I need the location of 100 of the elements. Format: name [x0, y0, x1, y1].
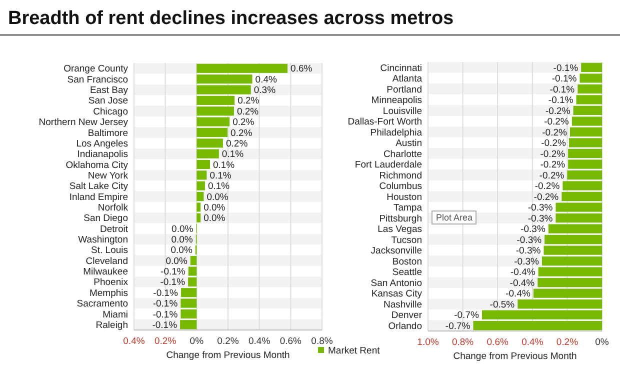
- data-label: -0.4%: [510, 278, 536, 289]
- y-tick-label: Oklahoma City: [66, 160, 128, 171]
- data-label: -0.2%: [545, 106, 571, 117]
- data-label: -0.4%: [510, 267, 536, 278]
- data-label: -0.1%: [160, 277, 186, 288]
- y-tick-label: San Diego: [84, 213, 128, 224]
- y-tick-label: San Antonio: [370, 278, 422, 289]
- y-tick-label: St. Louis: [91, 245, 128, 256]
- y-tick-label: Louisville: [382, 106, 422, 117]
- y-tick-label: Inland Empire: [69, 192, 128, 203]
- x-tick-label: 1.0%: [417, 337, 440, 348]
- data-label: -0.3%: [520, 224, 546, 236]
- data-label: 0.0%: [204, 202, 226, 214]
- data-label: 0.0%: [206, 192, 229, 203]
- data-label: 0.0%: [172, 224, 194, 235]
- y-tick-label: Orlando: [388, 320, 422, 332]
- y-tick-label: Philadelphia: [370, 127, 423, 138]
- y-tick-label: New York: [88, 170, 128, 182]
- x-tick-label: 0.6%: [280, 336, 302, 347]
- data-label: -0.3%: [528, 213, 554, 224]
- x-tick-label: 0.2%: [154, 336, 177, 347]
- data-label: 0.2%: [226, 138, 248, 150]
- y-tick-label: Tampa: [393, 202, 423, 214]
- data-label: -0.1%: [552, 74, 578, 85]
- x-axis-title: Change from Previous Month: [166, 350, 290, 361]
- x-tick-label: 0%: [190, 336, 204, 347]
- data-label: 0.1%: [210, 170, 232, 182]
- data-label: 0.3%: [254, 85, 276, 96]
- data-label: -0.2%: [544, 116, 570, 128]
- data-label: 0.2%: [230, 128, 253, 139]
- y-tick-label: Denver: [391, 310, 422, 322]
- data-label: -0.2%: [540, 148, 566, 160]
- data-label: 0.0%: [204, 213, 226, 224]
- y-tick-label: Cleveland: [86, 256, 128, 267]
- annotation: Plot Area: [436, 212, 473, 223]
- y-tick-label: Cincinnati: [380, 62, 422, 74]
- data-label: 0.2%: [238, 96, 260, 107]
- data-label: -0.4%: [506, 288, 531, 300]
- data-label: -0.2%: [542, 127, 568, 138]
- data-label: -0.2%: [540, 160, 566, 171]
- y-tick-label: East Bay: [90, 85, 128, 96]
- data-label: -0.1%: [548, 95, 574, 106]
- y-tick-label: Milwaukee: [83, 266, 128, 278]
- y-tick-label: Nashville: [383, 299, 422, 310]
- data-label: 0.0%: [170, 245, 193, 256]
- data-label: -0.2%: [539, 170, 565, 182]
- data-label: -0.1%: [553, 62, 579, 74]
- data-label: -0.1%: [153, 288, 179, 299]
- y-tick-label: Raleigh: [96, 320, 128, 331]
- data-label: -0.2%: [534, 192, 560, 203]
- y-tick-label: Kansas City: [371, 288, 422, 300]
- x-tick-label: 0.2%: [217, 336, 240, 347]
- y-tick-label: Richmond: [379, 170, 422, 182]
- y-tick-label: Pittsburgh: [379, 213, 422, 224]
- x-tick-label: 0.8%: [452, 337, 474, 348]
- data-label: -0.3%: [516, 246, 542, 257]
- data-label: 0.1%: [222, 149, 244, 160]
- data-label: 0.0%: [166, 256, 188, 267]
- data-label: -0.3%: [514, 256, 540, 268]
- data-label: -0.2%: [534, 181, 560, 192]
- y-tick-label: Memphis: [89, 288, 128, 299]
- y-tick-label: San Francisco: [67, 74, 128, 86]
- y-tick-label: Sacramento: [76, 298, 128, 310]
- data-label: -0.1%: [152, 309, 178, 320]
- y-tick-label: Columbus: [379, 181, 422, 192]
- data-label: -0.3%: [516, 234, 542, 246]
- chart-title: Breadth of rent declines increases across metros: [8, 8, 454, 29]
- data-label: -0.1%: [550, 84, 576, 96]
- y-tick-label: Portland: [386, 84, 422, 96]
- data-label: -0.1%: [152, 320, 178, 331]
- y-tick-label: San Jose: [88, 96, 128, 107]
- y-tick-label: Northern New Jersey: [38, 117, 128, 128]
- x-tick-label: 0%: [595, 337, 610, 348]
- y-tick-label: Norfolk: [98, 202, 128, 214]
- y-tick-label: Chicago: [93, 106, 128, 118]
- y-tick-label: Washington: [78, 234, 128, 246]
- y-tick-label: Seattle: [392, 267, 422, 278]
- legend-label: Market Rent: [328, 345, 380, 356]
- y-tick-label: Charlotte: [383, 148, 422, 160]
- data-label: -0.1%: [152, 298, 178, 310]
- x-tick-label: 0.4%: [123, 336, 146, 347]
- data-label: -0.3%: [528, 202, 554, 214]
- y-tick-label: Boston: [392, 256, 422, 268]
- y-tick-label: Atlanta: [392, 74, 423, 85]
- y-tick-label: Fort Lauderdale: [354, 160, 422, 171]
- data-label: 0.0%: [171, 234, 194, 246]
- y-tick-label: Phoenix: [94, 277, 128, 288]
- data-label: 0.2%: [236, 106, 260, 118]
- x-tick-label: 0.2%: [556, 337, 579, 348]
- data-label: 0.6%: [290, 64, 313, 75]
- data-label: -0.7%: [454, 310, 480, 322]
- data-label: -0.1%: [160, 266, 186, 278]
- x-tick-label: 0.6%: [486, 337, 509, 348]
- data-label: 0.2%: [232, 117, 255, 128]
- y-tick-label: Orange County: [64, 64, 128, 75]
- y-tick-label: Salt Lake City: [69, 181, 128, 192]
- data-label: 0.1%: [208, 181, 230, 192]
- data-label: 0.4%: [255, 74, 278, 86]
- y-tick-label: Las Vegas: [378, 224, 422, 236]
- y-tick-label: Dallas-Fort Worth: [348, 116, 422, 128]
